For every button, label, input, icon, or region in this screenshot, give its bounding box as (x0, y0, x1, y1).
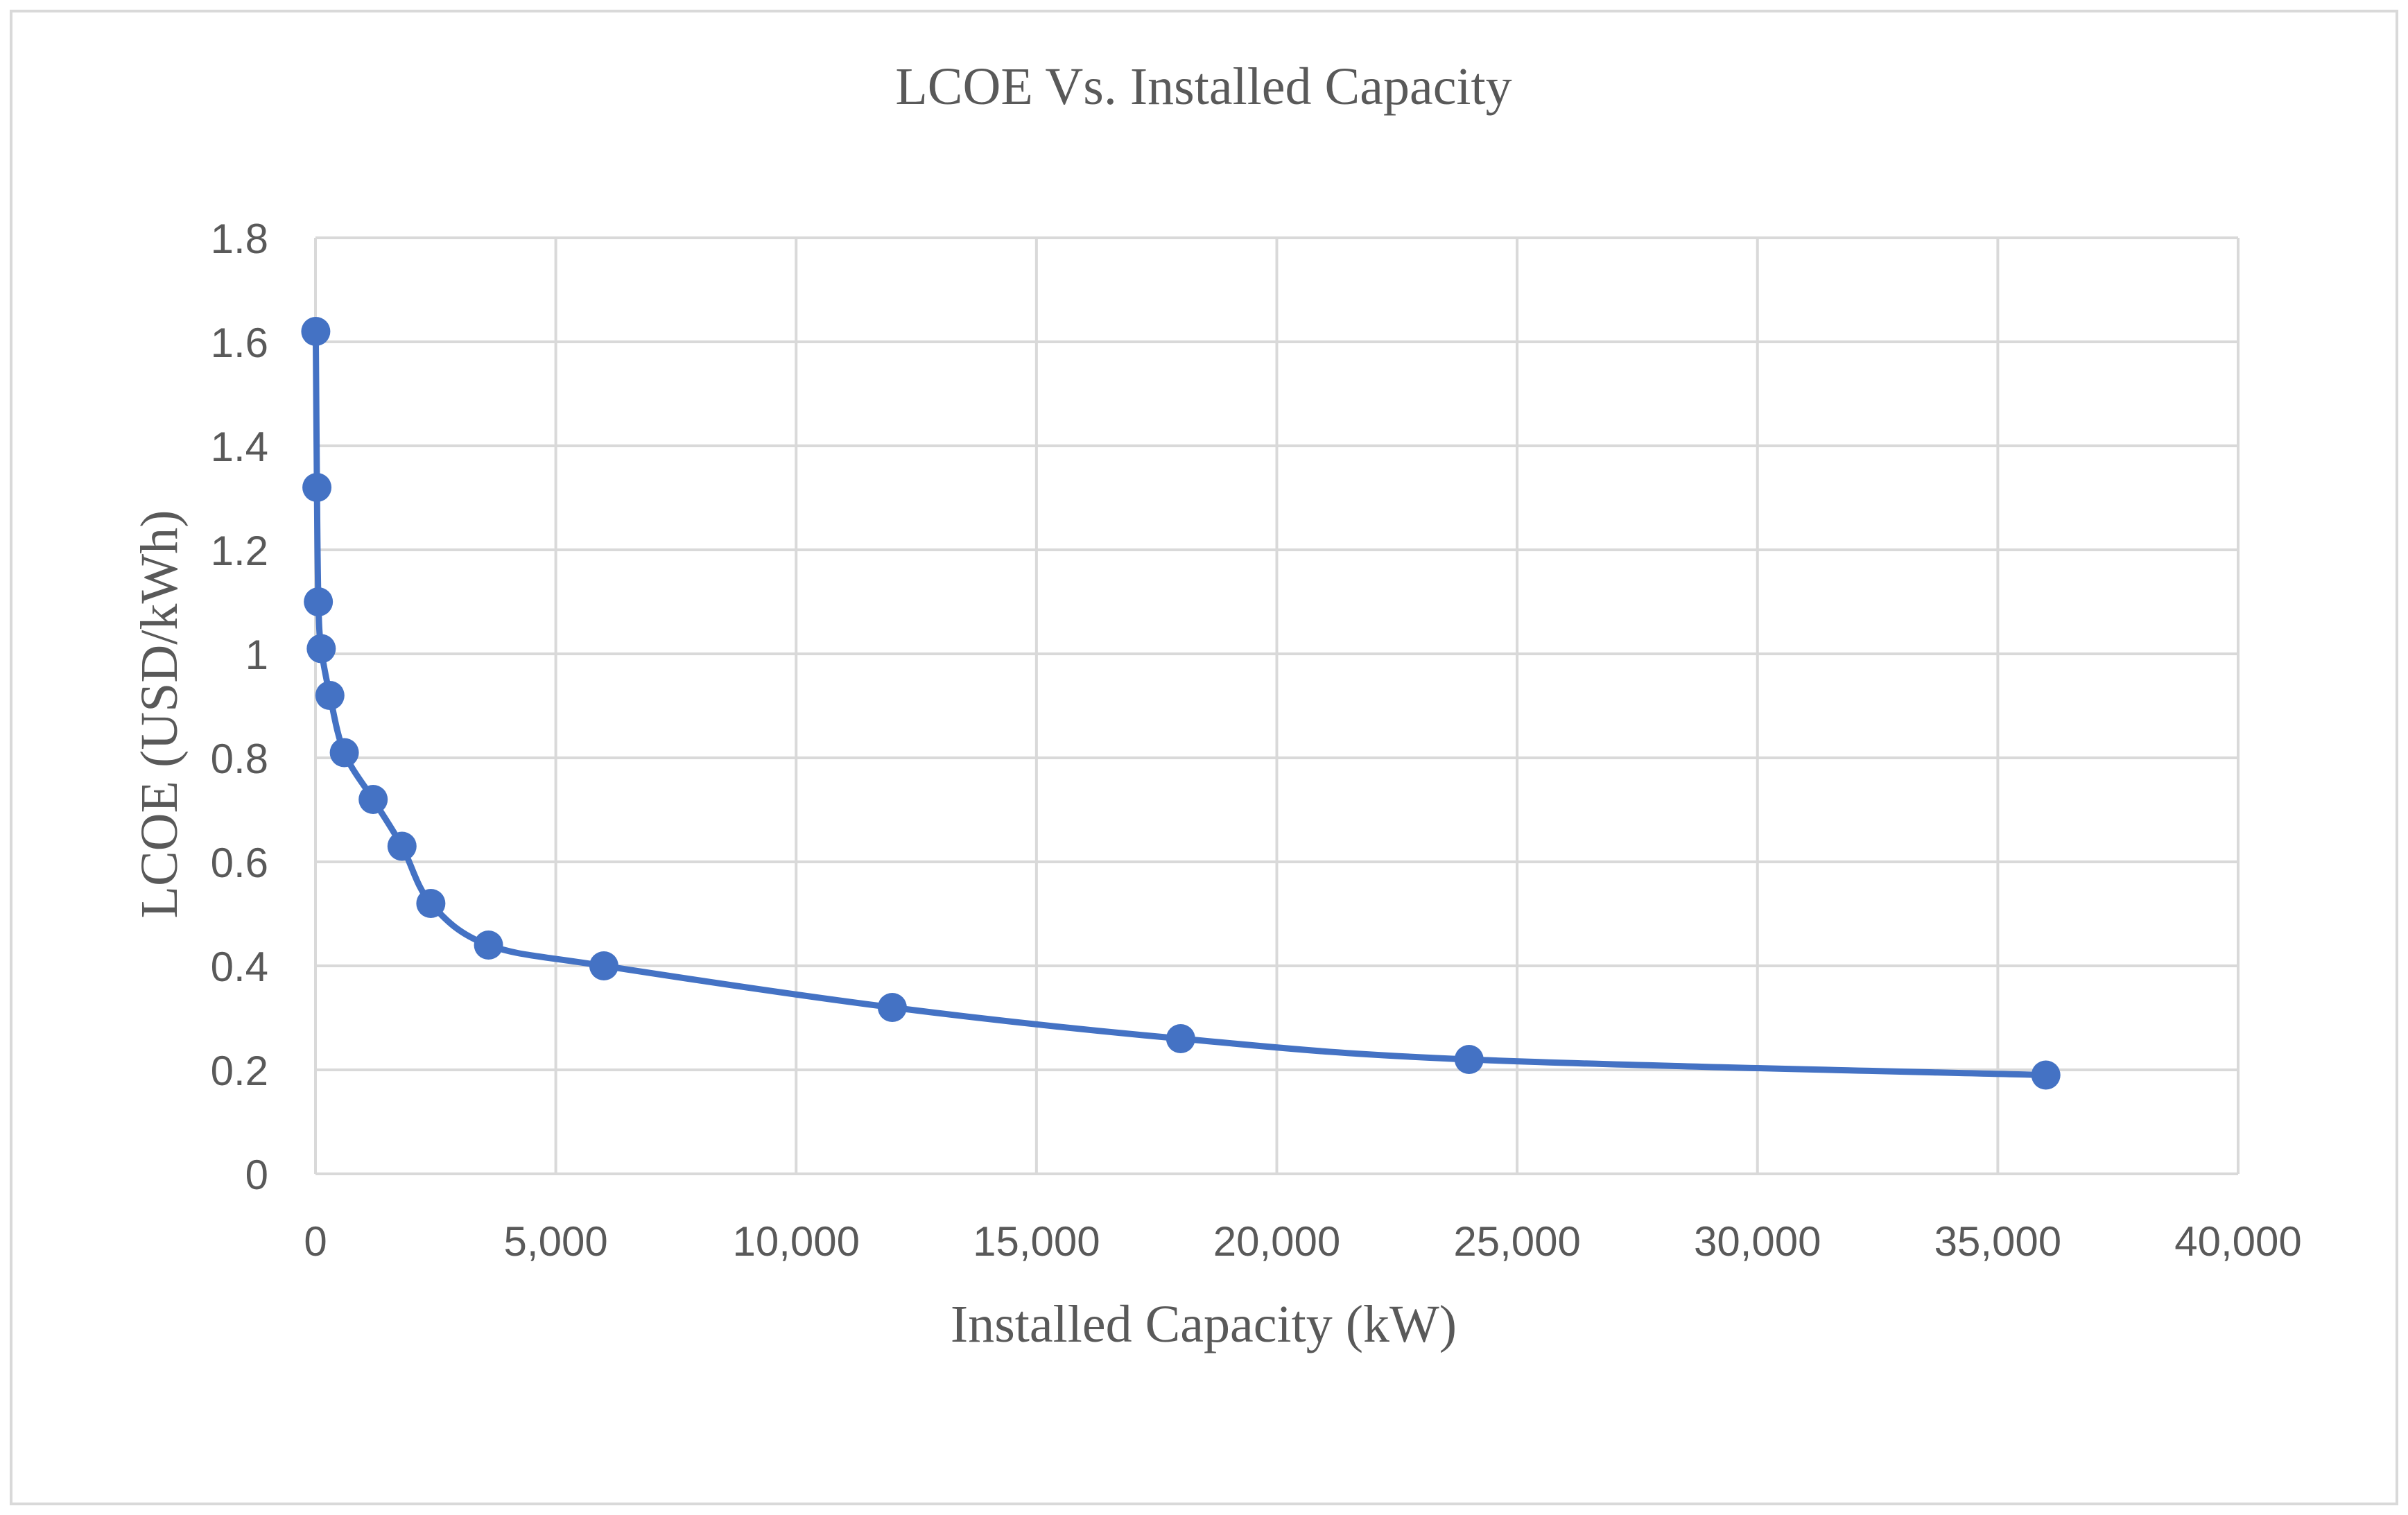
data-point-6 (358, 785, 388, 814)
y-tick-label: 1.8 (211, 216, 268, 262)
x-tick-label: 0 (304, 1218, 327, 1265)
y-tick-label: 1 (245, 632, 268, 678)
x-tick-label: 15,000 (973, 1218, 1100, 1265)
data-point-0 (301, 317, 331, 346)
x-tick-labels: 0 5,000 10,000 15,000 20,000 25,000 30,000 35,0… (304, 1218, 2301, 1265)
x-axis-label: Installed Capacity (kW) (951, 1295, 1457, 1353)
y-axis-label: LCOE (USD/kWh) (130, 510, 189, 919)
data-point-5 (329, 738, 359, 768)
data-point-4 (315, 681, 345, 710)
data-point-10 (589, 951, 618, 980)
data-point-14 (2031, 1060, 2061, 1090)
y-tick-labels: 0 0.2 0.4 0.6 0.8 1 1.2 1.4 1.6 1.8 (211, 216, 268, 1198)
data-point-12 (1166, 1024, 1195, 1053)
x-tick-label: 30,000 (1694, 1218, 1821, 1265)
x-tick-label: 25,000 (1453, 1218, 1581, 1265)
data-point-11 (877, 993, 907, 1022)
y-tick-label: 0.4 (211, 944, 268, 990)
y-tick-label: 1.2 (211, 528, 268, 574)
y-tick-label: 0 (245, 1152, 268, 1198)
x-tick-label: 20,000 (1213, 1218, 1341, 1265)
y-tick-label: 0.6 (211, 840, 268, 886)
y-tick-label: 0.2 (211, 1048, 268, 1094)
data-point-8 (416, 889, 446, 918)
x-tick-label: 5,000 (504, 1218, 608, 1265)
y-tick-label: 0.8 (211, 736, 268, 782)
data-point-1 (302, 473, 332, 502)
data-point-7 (387, 831, 417, 861)
x-tick-label: 40,000 (2174, 1218, 2302, 1265)
chart-title: LCOE Vs. Installed Capacity (895, 58, 1512, 116)
gridlines (314, 236, 2240, 1175)
data-point-3 (306, 634, 336, 664)
data-point-2 (304, 587, 334, 616)
data-point-9 (474, 930, 503, 960)
data-point-13 (1454, 1045, 1484, 1074)
data-points (301, 317, 2061, 1090)
x-tick-label: 35,000 (1934, 1218, 2062, 1265)
y-tick-label: 1.4 (211, 424, 268, 470)
x-tick-label: 10,000 (732, 1218, 860, 1265)
series-line (312, 328, 2050, 1078)
y-tick-label: 1.6 (211, 320, 268, 366)
